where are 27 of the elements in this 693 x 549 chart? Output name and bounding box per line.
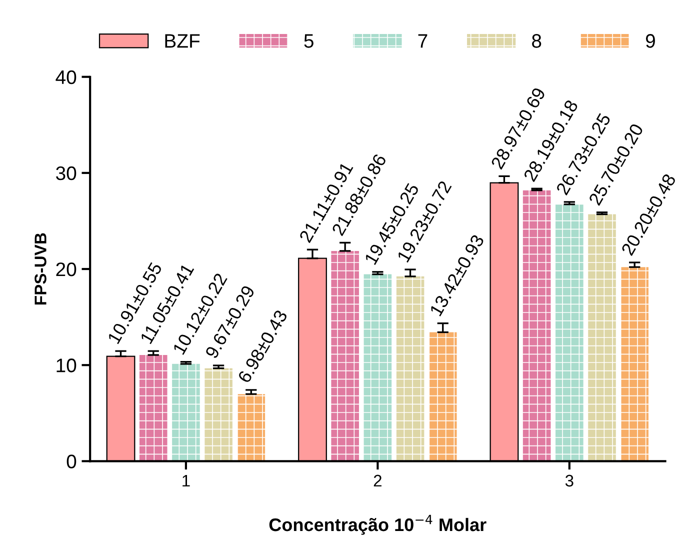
x-tick-label: 3 [565, 474, 574, 487]
y-tick-label: 0 [66, 454, 76, 468]
bar [364, 274, 392, 462]
x-tick-label: 1 [182, 474, 190, 486]
bar [139, 354, 168, 462]
y-tick-label: 40 [56, 70, 76, 84]
y-tick-label: 10 [56, 358, 76, 372]
bar [620, 267, 649, 462]
bar [396, 276, 424, 462]
bar [237, 394, 266, 462]
x-tick-label: 2 [374, 474, 382, 486]
bar [556, 204, 584, 462]
legend-label: 8 [532, 34, 542, 48]
y-axis-title: FPS-UVB [34, 233, 46, 304]
legend-label: 5 [304, 34, 314, 48]
legend-label: 9 [646, 34, 655, 48]
legend-label: BZF [165, 34, 200, 48]
bar [331, 250, 359, 462]
y-tick-label: 20 [56, 262, 76, 276]
x-axis-title: Concentração 10$^{−4}$ Molar [269, 514, 486, 535]
y-tick-label: 30 [56, 166, 76, 180]
bar [204, 368, 232, 462]
legend-label: 7 [418, 34, 428, 48]
bar [428, 332, 457, 462]
bar [172, 364, 200, 462]
bar [522, 190, 551, 462]
bar [588, 214, 616, 462]
